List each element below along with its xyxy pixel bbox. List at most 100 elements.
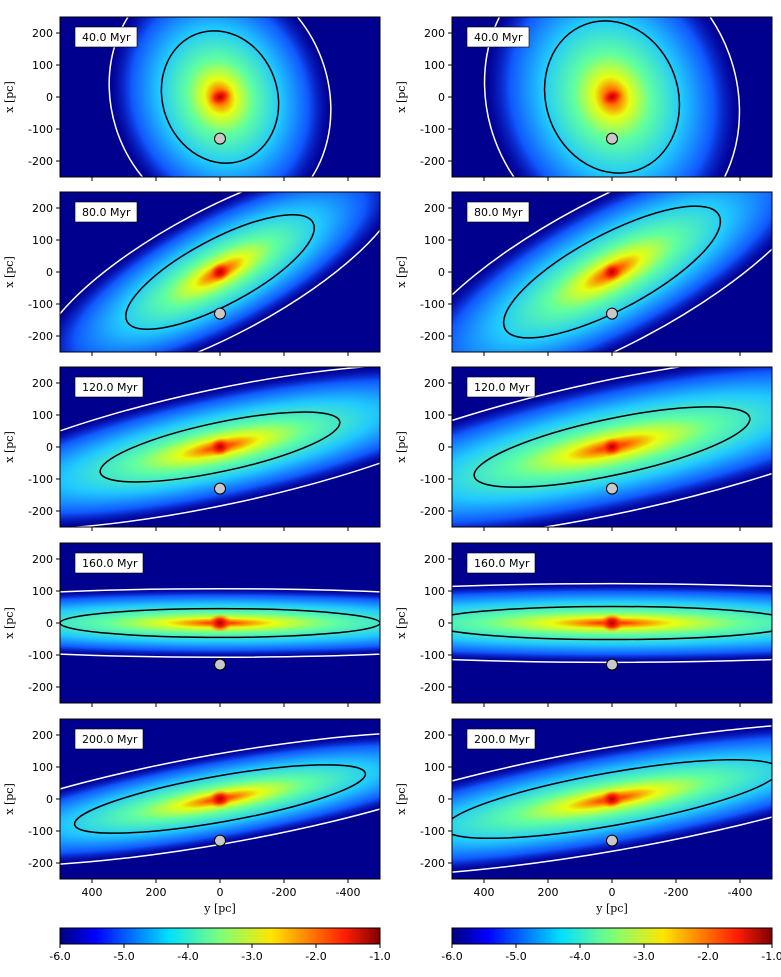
density-core	[600, 262, 624, 282]
panel-1-2: 40.0 Myr 200 100 0 -100 -200 x [pc]	[395, 16, 773, 181]
time-label: 80.0 Myr	[82, 206, 131, 219]
y-tick-label: -200	[420, 857, 445, 870]
y-axis-label: x [pc]	[3, 256, 16, 288]
x-tick-label: 0	[609, 886, 616, 899]
time-label: 200.0 Myr	[474, 733, 530, 746]
contour-inner	[60, 607, 380, 639]
y-tick-label: -100	[420, 825, 445, 838]
y-tick-label: -200	[28, 155, 53, 168]
y-tick-label: -100	[28, 473, 53, 486]
time-label-box	[74, 26, 138, 48]
contour-inner	[160, 30, 280, 164]
marker-point	[606, 132, 618, 145]
y-tick-label: 100	[424, 585, 445, 598]
y-tick-label: 0	[46, 91, 53, 104]
x-tick-label: -400	[728, 886, 753, 899]
time-label: 160.0 Myr	[474, 557, 530, 570]
y-tick-label: -200	[420, 505, 445, 518]
y-tick-label: 0	[438, 266, 445, 279]
y-axis-label: x [pc]	[3, 431, 16, 463]
contour-outer	[60, 588, 380, 658]
y-tick-label: -100	[28, 123, 53, 136]
marker-point	[214, 482, 226, 495]
y-tick-label: -200	[420, 155, 445, 168]
x-tick-label: 200	[538, 886, 559, 899]
colorbar-tick-label: -2.0	[305, 950, 326, 963]
panel-5-1: 200.0 Myr 200 100 0 -100 -200 x [pc] 400 200 0 -20…	[3, 718, 381, 915]
y-tick-label: 0	[46, 441, 53, 454]
time-label-box	[466, 201, 530, 223]
y-tick-label: -200	[420, 330, 445, 343]
y-tick-label: -200	[420, 681, 445, 694]
y-tick-label: 0	[46, 266, 53, 279]
panel-3-1: 120.0 Myr 200 100 0 -100 -200 x [pc]	[3, 366, 381, 531]
contour-inner	[543, 20, 681, 174]
y-tick-label: -100	[28, 825, 53, 838]
y-tick-label: 100	[32, 585, 53, 598]
y-axis-label: x [pc]	[3, 783, 16, 815]
y-tick-label: -200	[28, 681, 53, 694]
y-axis-label: x [pc]	[395, 607, 408, 639]
panel-4-1: 160.0 Myr 200 100 0 -100 -200 x [pc]	[3, 542, 381, 707]
colorbar-tick-label: -4.0	[569, 950, 590, 963]
y-tick-label: 200	[32, 27, 53, 40]
panel-2-1: 80.0 Myr 200 100 0 -100 -200 x [pc]	[3, 191, 381, 356]
colorbar-gradient	[59, 927, 381, 945]
y-tick-label: -100	[420, 473, 445, 486]
x-axis-label: y [pc]	[595, 902, 628, 915]
contour-inner	[452, 605, 772, 641]
y-tick-label: 100	[32, 409, 53, 422]
y-tick-label: 100	[32, 59, 53, 72]
contour-outer	[60, 731, 380, 867]
y-tick-label: -200	[28, 505, 53, 518]
y-tick-label: 0	[438, 617, 445, 630]
y-tick-label: 100	[424, 234, 445, 247]
contour-inner	[125, 213, 315, 331]
contour-inner	[502, 205, 722, 339]
contour-inner	[73, 764, 367, 834]
time-label: 120.0 Myr	[474, 381, 530, 394]
y-tick-label: 100	[424, 409, 445, 422]
x-tick-label: 400	[474, 886, 495, 899]
y-axis-label: x [pc]	[3, 81, 16, 113]
time-label: 40.0 Myr	[474, 31, 523, 44]
x-tick-label: 0	[217, 886, 224, 899]
time-label: 80.0 Myr	[474, 206, 523, 219]
y-tick-label: 0	[438, 793, 445, 806]
marker-point	[214, 307, 226, 320]
contour-outer	[452, 367, 772, 527]
panel-grid: 40.0 Myr 200 100 0 -100 -200 x [pc] 40.0 Myr 200…	[3, 16, 773, 915]
colorbar-tick-label: -5.0	[113, 950, 134, 963]
time-label-box	[466, 376, 536, 398]
marker-point	[606, 834, 618, 847]
x-tick-label: 400	[82, 886, 103, 899]
contour-outer	[452, 721, 772, 877]
density-core	[600, 437, 624, 457]
contour-inner	[473, 406, 751, 488]
x-tick-label: -400	[336, 886, 361, 899]
density-core	[208, 437, 232, 457]
y-tick-label: 0	[438, 441, 445, 454]
colorbar-tick-label: -1.0	[369, 950, 390, 963]
density-core	[208, 262, 232, 282]
y-tick-label: 100	[424, 761, 445, 774]
time-label-box	[74, 376, 144, 398]
y-tick-label: 0	[46, 793, 53, 806]
y-tick-label: 200	[32, 202, 53, 215]
y-tick-label: 100	[32, 761, 53, 774]
colorbar-2: -6.0 -5.0 -4.0 -3.0 -2.0 -1.0	[441, 927, 781, 963]
colorbar-tick-label: -2.0	[697, 950, 718, 963]
marker-point	[214, 658, 226, 671]
x-tick-label: -200	[272, 886, 297, 899]
contour-outer	[60, 192, 380, 352]
y-tick-label: -100	[28, 649, 53, 662]
colorbar-tick-label: -1.0	[761, 950, 781, 963]
panel-4-2: 160.0 Myr 200 100 0 -100 -200 x [pc]	[395, 542, 773, 707]
y-tick-label: 200	[32, 729, 53, 742]
marker-point	[214, 834, 226, 847]
marker-point	[606, 658, 618, 671]
y-tick-label: 200	[424, 27, 445, 40]
y-tick-label: 200	[424, 202, 445, 215]
density-core	[208, 614, 232, 632]
y-axis-label: x [pc]	[395, 81, 408, 113]
